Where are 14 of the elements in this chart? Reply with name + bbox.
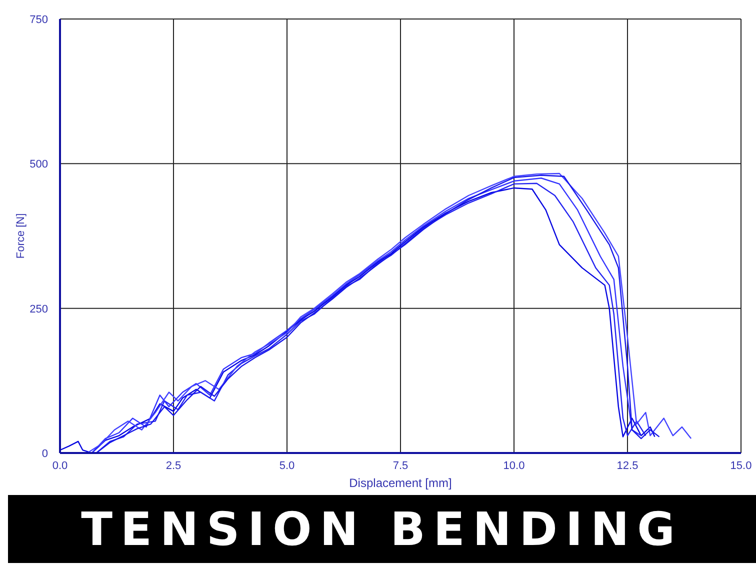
x-tick-label: 0.0 [52, 460, 68, 472]
y-tick-label: 0 [42, 448, 48, 460]
y-tick-label: 250 [30, 303, 48, 316]
x-tick-label: 7.5 [392, 460, 408, 472]
x-axis-title: Displacement [mm] [349, 476, 452, 490]
x-tick-label: 10.0 [503, 460, 525, 472]
x-tick-label: 12.5 [616, 460, 638, 472]
x-tick-label: 2.5 [166, 460, 182, 472]
y-axis-title: Force [N] [14, 213, 27, 259]
x-tick-label: 15.0 [730, 460, 752, 472]
text: TENSION BENDING [8, 495, 756, 563]
y-tick-label: 750 [30, 14, 48, 26]
y-tick-label: 500 [30, 158, 48, 171]
x-tick-label: 5.0 [279, 460, 295, 472]
